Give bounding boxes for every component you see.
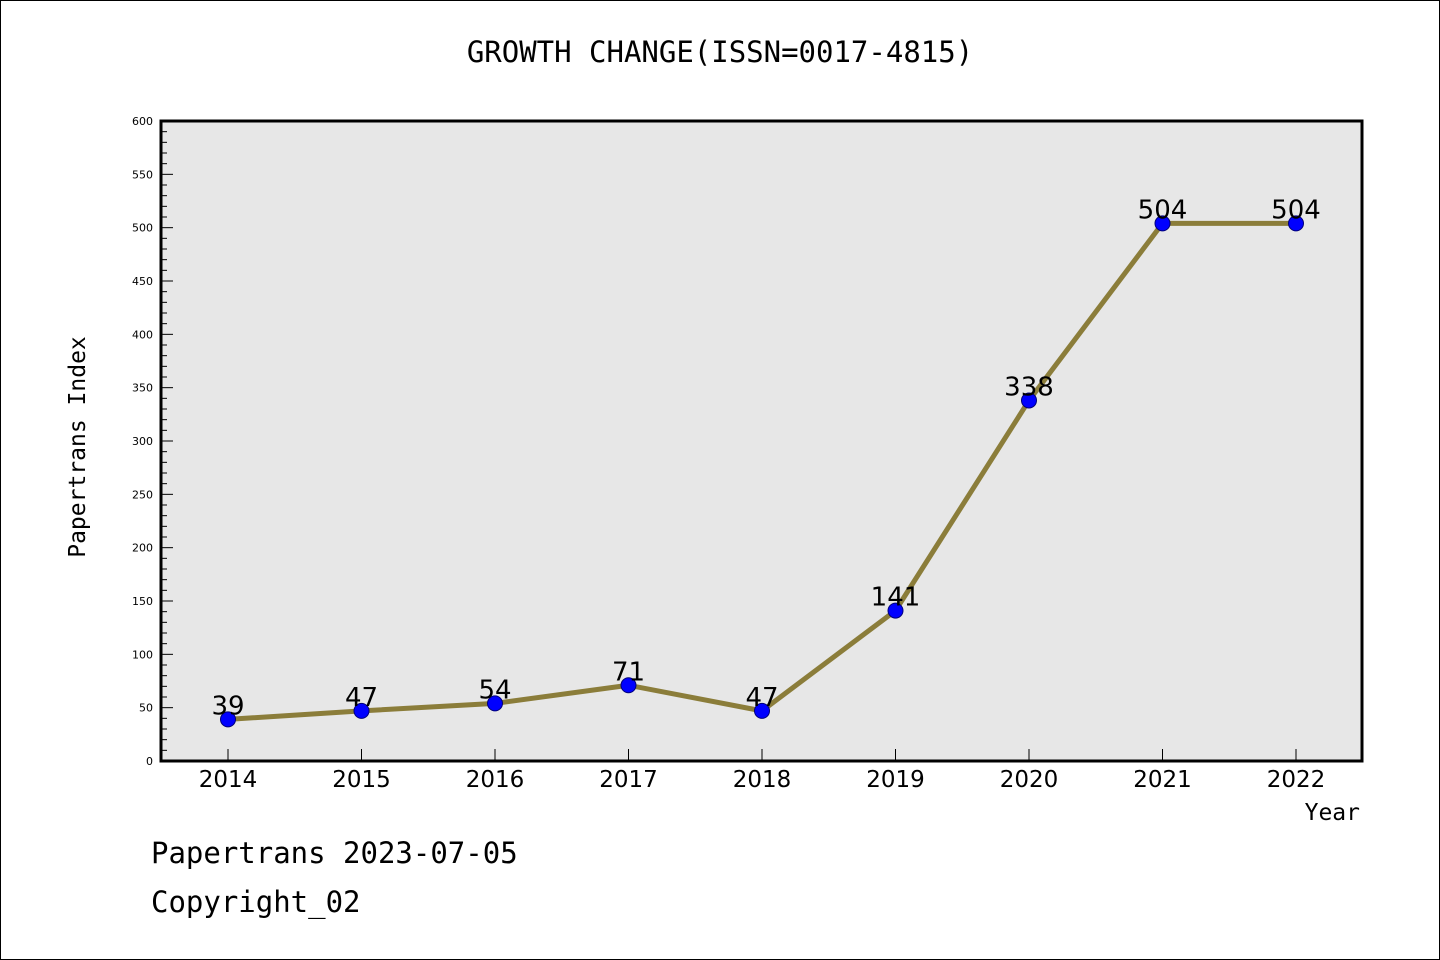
- footer-date: Papertrans 2023-07-05: [151, 836, 518, 870]
- data-point: [754, 702, 770, 719]
- chart-title: GROWTH CHANGE(ISSN=0017-4815): [466, 35, 974, 69]
- y-tick-label: 200: [132, 542, 153, 555]
- x-tick-label: 2020: [1000, 767, 1059, 793]
- y-tick-label: 350: [132, 382, 153, 395]
- data-label: 47: [345, 683, 378, 713]
- data-label: 338: [1004, 372, 1054, 402]
- data-label: 54: [478, 675, 511, 705]
- y-tick-label: 0: [146, 755, 153, 768]
- y-tick-labels: 0 50 100 150 200 250 300 350 400 450 500 550 600: [132, 115, 153, 768]
- y-tick-label: 550: [132, 168, 153, 181]
- x-tick-labels: 2014 2015 2016 2017 2018 2019 2020 2021 2022: [199, 767, 1326, 793]
- x-tick-label: 2019: [866, 767, 925, 793]
- y-tick-label: 600: [132, 115, 153, 128]
- x-tick-label: 2022: [1267, 767, 1326, 793]
- data-point: [220, 711, 236, 728]
- data-label: 141: [871, 583, 921, 613]
- data-point: [487, 695, 503, 712]
- data-point: [353, 702, 370, 719]
- data-label: 71: [612, 657, 645, 687]
- x-tick-label: 2015: [332, 767, 391, 793]
- footer-copyright: Copyright_02: [151, 885, 361, 919]
- x-axis-label: Year: [1305, 800, 1360, 826]
- data-label: 47: [745, 683, 778, 713]
- plot-border: [159, 119, 1364, 763]
- data-label: 504: [1271, 195, 1321, 225]
- data-label: 504: [1138, 195, 1188, 225]
- data-point: [887, 602, 904, 619]
- data-point: [1154, 215, 1171, 232]
- y-axis-label: Papertrans Index: [65, 336, 91, 558]
- x-tick-label: 2017: [599, 767, 658, 793]
- data-point: [1288, 215, 1304, 232]
- data-label: 39: [211, 691, 244, 721]
- y-tick-label: 250: [132, 488, 153, 501]
- x-tick-label: 2016: [466, 767, 525, 793]
- y-tick-label: 300: [132, 435, 153, 448]
- x-tick-label: 2021: [1133, 767, 1192, 793]
- series-markers: [220, 215, 1304, 728]
- x-ticks: [227, 749, 1297, 761]
- y-tick-label: 500: [132, 222, 153, 235]
- x-tick-label: 2014: [199, 767, 258, 793]
- x-tick-label: 2018: [733, 767, 792, 793]
- y-tick-label: 450: [132, 275, 153, 288]
- y-tick-label: 100: [132, 648, 153, 661]
- y-major-ticks: [161, 120, 173, 762]
- data-labels: 39 47 54 71 47 141 338 504 504: [211, 195, 1320, 721]
- data-point: [1021, 392, 1037, 409]
- y-tick-label: 50: [139, 702, 153, 715]
- y-tick-label: 400: [132, 328, 153, 341]
- y-tick-label: 150: [132, 595, 153, 608]
- data-point: [620, 677, 637, 694]
